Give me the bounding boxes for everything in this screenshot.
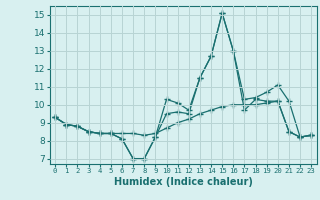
X-axis label: Humidex (Indice chaleur): Humidex (Indice chaleur) (114, 177, 252, 187)
